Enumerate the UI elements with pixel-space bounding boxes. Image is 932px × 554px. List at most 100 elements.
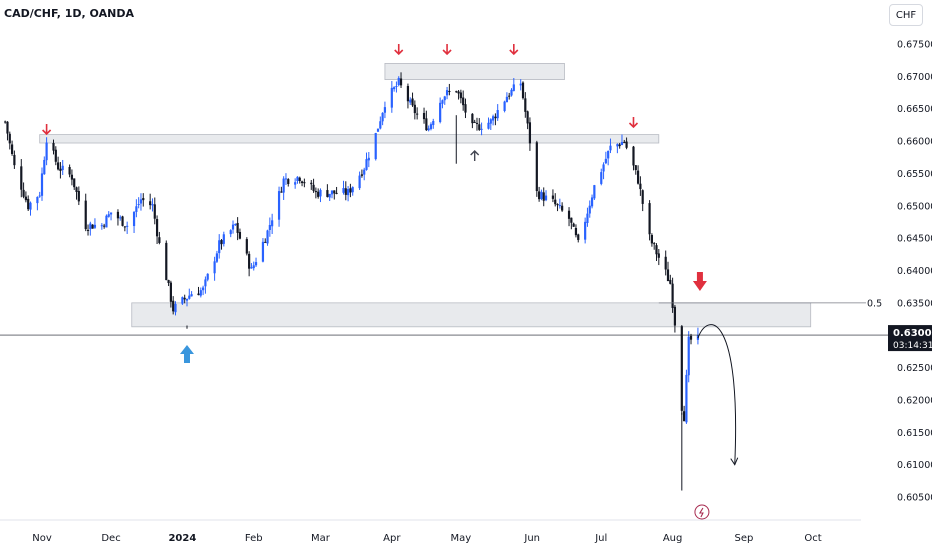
candle-body xyxy=(36,196,39,204)
candle-body xyxy=(271,220,274,227)
candle-body xyxy=(399,78,403,86)
candle-body xyxy=(197,293,200,296)
candle-body xyxy=(312,184,315,191)
candle-body xyxy=(358,175,361,189)
projection-curve xyxy=(697,324,737,465)
candle-body xyxy=(567,210,571,219)
candle-body xyxy=(538,191,541,200)
candle-body xyxy=(425,118,428,131)
candle-body xyxy=(91,224,94,229)
candle-body xyxy=(215,253,219,262)
candle-body xyxy=(687,336,690,376)
candle-body xyxy=(61,165,64,171)
support-resistance-zone xyxy=(39,134,660,144)
candle-body xyxy=(390,87,393,108)
candle-body xyxy=(158,237,161,243)
candle-body xyxy=(206,273,209,280)
candle-body xyxy=(561,205,564,211)
candle-body xyxy=(310,182,313,185)
candle-body xyxy=(620,142,624,146)
candle-body xyxy=(294,182,297,185)
candle-body xyxy=(475,122,479,124)
price-badge-value: 0.63002 xyxy=(893,328,932,339)
candle-body xyxy=(480,128,483,130)
candle-body xyxy=(664,256,667,270)
candle-body xyxy=(155,219,159,237)
candle-body xyxy=(496,110,499,119)
symbol-title[interactable]: CAD/CHF, 1D, OANDA xyxy=(4,7,134,20)
candle-body xyxy=(73,178,76,188)
currency-label[interactable]: CHF xyxy=(889,4,923,26)
x-tick-label: Nov xyxy=(32,533,52,544)
candle-body xyxy=(190,294,193,297)
candle-body xyxy=(491,116,495,121)
candle-body xyxy=(349,188,352,193)
candle-body xyxy=(282,178,285,193)
red-down-arrow-icon xyxy=(509,44,519,56)
candle-body xyxy=(360,174,364,176)
candle-body xyxy=(632,146,635,166)
candle-body xyxy=(277,191,281,220)
price-badge-countdown: 03:14:31 xyxy=(893,341,932,351)
candle-body xyxy=(109,212,113,215)
candle-body xyxy=(183,297,186,300)
candle-body xyxy=(151,204,154,206)
candle-body xyxy=(655,245,658,255)
candle-body xyxy=(268,224,271,230)
candle-body xyxy=(577,234,580,240)
candle-body xyxy=(657,253,660,258)
candle-body xyxy=(105,215,108,228)
candle-body xyxy=(689,335,693,340)
candle-body xyxy=(135,206,138,212)
candle-body xyxy=(616,144,619,147)
candle-body xyxy=(367,157,370,161)
candle-body xyxy=(266,230,269,244)
candle-body xyxy=(680,326,683,411)
candle-body xyxy=(464,104,467,113)
candle-body xyxy=(280,191,283,193)
gray-up-arrow-icon xyxy=(470,150,480,161)
candle-body xyxy=(374,133,377,160)
x-tick-label: Jul xyxy=(594,533,607,544)
candle-body xyxy=(602,164,605,172)
candle-body xyxy=(462,97,465,106)
x-tick-label: Aug xyxy=(663,533,683,544)
x-tick-label: Mar xyxy=(311,533,331,544)
candle-body xyxy=(379,121,382,129)
candle-body xyxy=(397,77,400,85)
candle-body xyxy=(70,174,74,180)
red-down-arrow-icon xyxy=(394,44,404,56)
candle-body xyxy=(8,133,11,144)
candle-body xyxy=(524,98,527,112)
candle-body xyxy=(432,120,435,126)
candle-body xyxy=(376,128,380,132)
candle-body xyxy=(4,121,7,123)
candle-body xyxy=(139,199,143,204)
candle-body xyxy=(512,84,515,91)
candle-body xyxy=(22,189,25,197)
candle-body xyxy=(220,240,223,245)
candle-body xyxy=(43,159,46,175)
candle-body xyxy=(634,165,637,171)
candle-body xyxy=(137,204,140,206)
candle-body xyxy=(609,145,612,151)
candle-body xyxy=(149,201,152,206)
candle-body xyxy=(333,190,336,194)
candle-body xyxy=(441,100,444,104)
candle-body xyxy=(229,230,232,235)
candle-body xyxy=(38,195,41,197)
candle-body xyxy=(153,204,156,219)
candle-body xyxy=(132,211,136,227)
blue-up-arrow-icon xyxy=(179,345,194,363)
candle-body xyxy=(494,116,497,119)
candle-body xyxy=(639,183,642,190)
candle-body xyxy=(314,191,317,193)
candle-body xyxy=(319,189,322,197)
